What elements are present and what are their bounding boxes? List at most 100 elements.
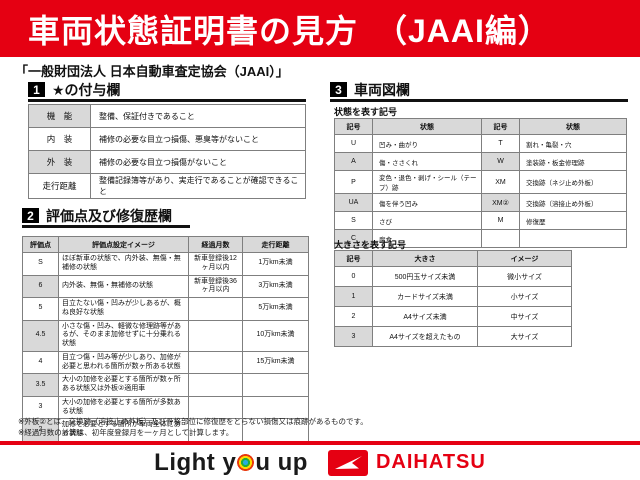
table-cell: 大サイズ	[477, 326, 572, 347]
section-3-title: 車両図欄	[354, 82, 410, 98]
section-1-number: 1	[28, 82, 45, 97]
table-row: 3 A4サイズを超えたもの 大サイズ	[334, 326, 572, 347]
column-header: 評価点設定イメージ	[58, 236, 189, 253]
table-cell: ほぼ新車の状態で、内外装、無傷・無補修の状態	[58, 252, 189, 276]
table-row: A 傷・ささくれ W 塗装跡・板金修理跡	[334, 152, 627, 171]
table-cell: 目立つ傷・凹み等が少しあり、加修が必要と思われる箇所が数ヶ所ある状態	[58, 350, 189, 375]
table-row: C 腐食	[334, 229, 627, 248]
table-row: 3.5 大小の加修を必要とする箇所が数ヶ所ある状態又は外板②適用車	[22, 373, 309, 397]
daihatsu-wordmark: DAIHATSU	[375, 451, 486, 473]
table-row: 6 内外装、無傷・無補修の状態 新車登録後36ヶ月以内 3万km未満	[22, 274, 309, 298]
table-cell: 1万km未満	[242, 252, 309, 276]
condition-symbols-label: 状態を表す記号	[334, 107, 398, 117]
table-header-row: 記号 状態 記号 状態	[334, 118, 627, 135]
table-cell	[188, 350, 243, 375]
table-cell: 5万km未満	[242, 297, 309, 321]
table-cell: 傷・ささくれ	[372, 152, 482, 171]
table-cell: 10万km未満	[242, 319, 309, 352]
table-row: 4 目立つ傷・凹み等が少しあり、加修が必要と思われる箇所が数ヶ所ある状態 15万km…	[22, 350, 309, 375]
column-header: 記号	[334, 118, 373, 135]
table-cell: 内外装、無傷・無補修の状態	[58, 274, 189, 298]
table-cell: 3.5	[22, 373, 59, 397]
table-cell: 微小サイズ	[477, 266, 572, 287]
subtitle: 「一般財団法人 日本自動車査定協会（JAAI）」	[15, 64, 289, 79]
table-cell: 整備、保証付きであること	[90, 104, 306, 128]
table-cell: 塗装跡・板金修理跡	[519, 152, 627, 171]
footer-divider	[0, 441, 640, 445]
table-row: P 変色・退色・剥げ・シール（テープ）跡 XM 交換跡（ネジ止め外板）	[334, 170, 627, 194]
table-cell: 補修の必要な目立つ損傷、悪臭等がないこと	[90, 127, 306, 151]
table-cell: 機 能	[28, 104, 91, 128]
table-cell	[188, 319, 243, 352]
table-header-row: 記号 大きさ イメージ	[334, 250, 572, 267]
table-cell	[242, 373, 309, 397]
table-cell: XM	[481, 170, 520, 194]
table-row: U 凹み・曲がり T 割れ・亀裂・穴	[334, 134, 627, 153]
star-criteria-table: 機 能整備、保証付きであること内 装補修の必要な目立つ損傷、悪臭等がないこと外 …	[28, 104, 306, 199]
table-cell: S	[22, 252, 59, 276]
table-row: 2 A4サイズ未満 中サイズ	[334, 306, 572, 327]
section-3-header: 3 車両図欄	[330, 82, 628, 102]
table-row: 5 目立たない傷・凹みが少しあるが、概ね良好な状態 5万km未満	[22, 297, 309, 321]
table-cell: 大小の加修を必要とする箇所が数ヶ所ある状態又は外板②適用車	[58, 373, 189, 397]
table-cell: A4サイズ未満	[372, 306, 478, 327]
table-cell: A	[334, 152, 373, 171]
table-cell: カードサイズ未満	[372, 286, 478, 307]
table-cell: 2	[334, 306, 373, 327]
table-cell	[188, 418, 243, 442]
table-cell	[519, 229, 627, 248]
table-row: S ほぼ新車の状態で、内外装、無傷・無補修の状態 新車登録後12ヶ月以内 1万km未満	[22, 252, 309, 276]
table-cell: C	[334, 229, 373, 248]
table-cell: 傷を伴う凹み	[372, 193, 482, 212]
light-you-up-logo: Light y u up	[154, 449, 308, 477]
size-symbols-table: 記号 大きさ イメージ 0 500円玉サイズ未満 微小サイズ 1 カードサイズ未満 小サイ…	[334, 250, 572, 347]
section-2-number: 2	[22, 208, 39, 223]
size-symbols-label: 大きさを表す記号	[334, 240, 407, 250]
page-header: 車両状態証明書の見方 （JAAI編）	[0, 0, 640, 57]
table-row: S さび M 修復歴	[334, 211, 627, 230]
table-cell: 補修の必要な目立つ損傷がないこと	[90, 150, 306, 174]
condition-symbols-table: 記号 状態 記号 状態 U 凹み・曲がり T 割れ・亀裂・穴 A 傷・ささくれ W 塗装跡・板…	[334, 118, 627, 248]
table-row: 機 能整備、保証付きであること	[28, 104, 306, 128]
table-cell: 新車登録後12ヶ月以内	[188, 252, 243, 276]
table-cell: U	[334, 134, 373, 153]
table-row: 走行距離 整備記録簿等があり、実走行であることが確認できること	[28, 173, 306, 199]
table-cell: さび	[372, 211, 482, 230]
column-header: 状態	[372, 118, 482, 135]
table-cell	[481, 229, 520, 248]
table-cell: P	[334, 170, 373, 194]
section-2-header: 2 評価点及び修復歴欄	[22, 208, 190, 228]
table-cell: T	[481, 134, 520, 153]
page-footer: Light y u up DAIHATSU	[0, 445, 640, 480]
table-row: 2 加修を必要とする箇所が車両全体にある状態	[22, 418, 309, 442]
table-cell: 交換跡（ネジ止め外板）	[519, 170, 627, 194]
table-cell	[188, 373, 243, 397]
table-cell: UA	[334, 193, 373, 212]
daihatsu-mark-icon	[327, 449, 368, 476]
table-cell	[188, 395, 243, 420]
daihatsu-logo: DAIHATSU	[327, 449, 486, 476]
table-cell: 目立たない傷・凹みが少しあるが、概ね良好な状態	[58, 297, 189, 321]
table-cell: 変色・退色・剥げ・シール（テープ）跡	[372, 170, 482, 194]
table-cell	[188, 297, 243, 321]
page-title: 車両状態証明書の見方 （JAAI編）	[28, 12, 551, 49]
table-cell: 5	[22, 297, 59, 321]
table-cell: 小サイズ	[477, 286, 572, 307]
table-cell: 500円玉サイズ未満	[372, 266, 478, 287]
table-cell: 4	[22, 350, 59, 375]
table-cell: 外 装	[28, 150, 91, 174]
table-row: 0 500円玉サイズ未満 微小サイズ	[334, 266, 572, 287]
table-cell: 3	[22, 395, 59, 420]
column-header: 記号	[481, 118, 520, 135]
footnotes: ※外板②とは、交換跡（溶接止め外板）及び骨格部位に修復歴をとらない損傷又は痕跡が…	[18, 417, 368, 438]
table-cell: 新車登録後36ヶ月以内	[188, 274, 243, 298]
table-cell: 3	[334, 326, 373, 347]
table-cell: 大小の加修を必要とする箇所が多数ある状態	[58, 395, 189, 420]
footnote-line: ※経過月数の計算は、初年度登録月を一ヶ月として計算します。	[18, 427, 234, 437]
table-cell: 1	[334, 286, 373, 307]
table-cell: XM②	[481, 193, 520, 212]
table-cell: 3万km未満	[242, 274, 309, 298]
slogan-text: u up	[255, 448, 308, 476]
table-row: 3 大小の加修を必要とする箇所が多数ある状態	[22, 395, 309, 420]
